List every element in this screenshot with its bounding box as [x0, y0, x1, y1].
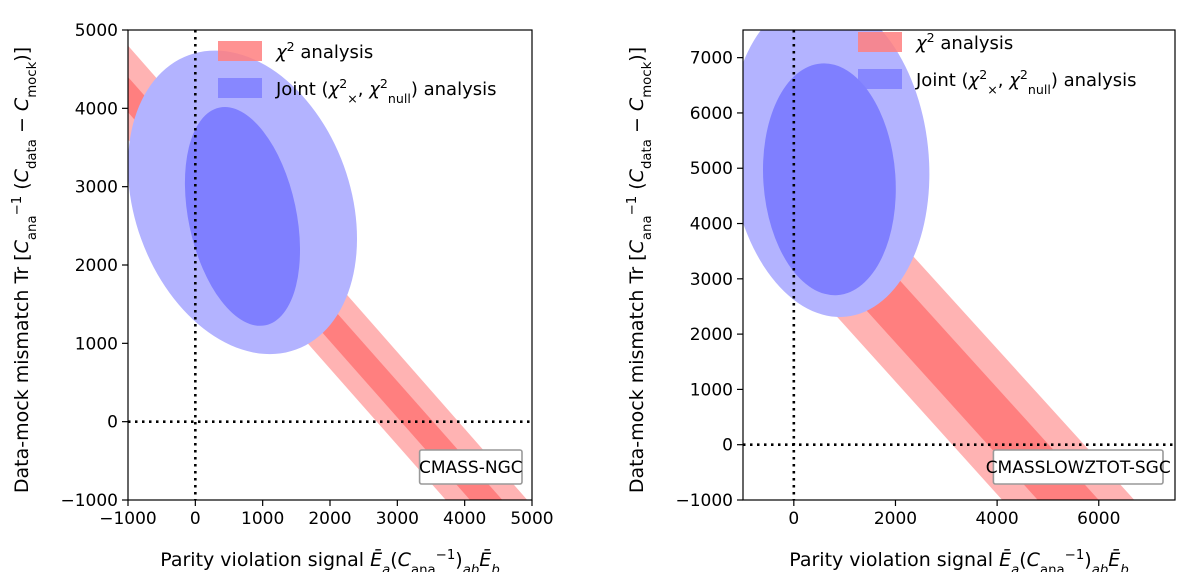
- y-axis-label: Data-mock mismatch Tr [Cana−1 (Cdata − C…: [625, 47, 655, 493]
- y-tick-label: 5000: [75, 21, 118, 41]
- y-tick-label: 6000: [690, 104, 733, 124]
- y-tick-label: 3000: [75, 178, 118, 198]
- legend: χ2 analysis Joint (χ2×, χ2null) analysis: [218, 39, 497, 106]
- y-tick-label: 0: [107, 413, 118, 433]
- y-tick-label: 2000: [75, 256, 118, 276]
- x-tick-label: 0: [788, 509, 799, 529]
- y-tick-label: 1000: [690, 380, 733, 400]
- y-axis-label: Data-mock mismatch Tr [Cana−1 (Cdata − C…: [10, 47, 40, 493]
- x-tick-label: 2000: [874, 509, 917, 529]
- panel-label-box: CMASS-NGC: [418, 449, 523, 485]
- x-tick-label: 4000: [975, 509, 1018, 529]
- chi2-band-outer: [743, 68, 1135, 500]
- panel-cmasslowztot-sgc: 0 2000 4000 6000 −1000 0 1000 2000 3000 4000 5000 6…: [625, 29, 1176, 572]
- legend-label-joint: Joint (χ2×, χ2null) analysis: [915, 67, 1137, 97]
- x-tick-label: 1000: [241, 509, 284, 529]
- panel-cmass-ngc: −1000 0 1000 2000 3000 4000 5000 −1000 0 1000 2000…: [10, 21, 554, 572]
- legend-label-joint: Joint (χ2×, χ2null) analysis: [275, 76, 497, 106]
- y-tick-label: 4000: [75, 99, 118, 119]
- legend-swatch-joint: [218, 78, 262, 98]
- y-tick-label: 7000: [690, 49, 733, 69]
- x-tick-label: 3000: [376, 509, 419, 529]
- y-tick-label: 3000: [690, 270, 733, 290]
- y-tick-label: −1000: [675, 491, 733, 511]
- plot-area: [128, 45, 528, 500]
- panel-label-frame: [418, 449, 523, 485]
- legend-swatch-chi2: [218, 41, 262, 61]
- x-tick-label: 6000: [1077, 509, 1120, 529]
- legend-swatch-chi2: [858, 32, 902, 52]
- y-tick-label: 2000: [690, 325, 733, 345]
- joint-contour-inner: [762, 63, 896, 296]
- panel-label: CMASS-NGC: [419, 458, 523, 478]
- x-tick-label: 0: [190, 509, 201, 529]
- plot-area: [743, 30, 1135, 500]
- panel-label: CMASSLOWZTOT-SGC: [986, 458, 1171, 478]
- panel-label-frame: [992, 449, 1164, 485]
- x-tick-label: 4000: [443, 509, 486, 529]
- joint-contour-inner: [184, 107, 301, 326]
- legend-label-chi2: χ2 analysis: [275, 39, 373, 64]
- x-axis-label: Parity violation signal Ēa(Cana−1)abĒb: [789, 547, 1129, 572]
- legend-label-chi2: χ2 analysis: [915, 30, 1013, 55]
- y-tick-label: 4000: [690, 215, 733, 235]
- legend-swatch-joint: [858, 69, 902, 89]
- x-tick-label: 5000: [510, 509, 553, 529]
- y-tick-label: −1000: [60, 491, 118, 511]
- x-axis-label: Parity violation signal Ēa(Cana−1)abĒb: [160, 547, 500, 572]
- x-tick-label: 2000: [308, 509, 351, 529]
- x-tick-label: −1000: [99, 509, 157, 529]
- y-tick-label: 1000: [75, 334, 118, 354]
- legend: χ2 analysis Joint (χ2×, χ2null) analysis: [858, 30, 1137, 97]
- axes-frame: [742, 29, 1176, 501]
- y-tick-label: 5000: [690, 159, 733, 179]
- panel-label-box: CMASSLOWZTOT-SGC: [986, 449, 1171, 485]
- y-tick-label: 0: [722, 436, 733, 456]
